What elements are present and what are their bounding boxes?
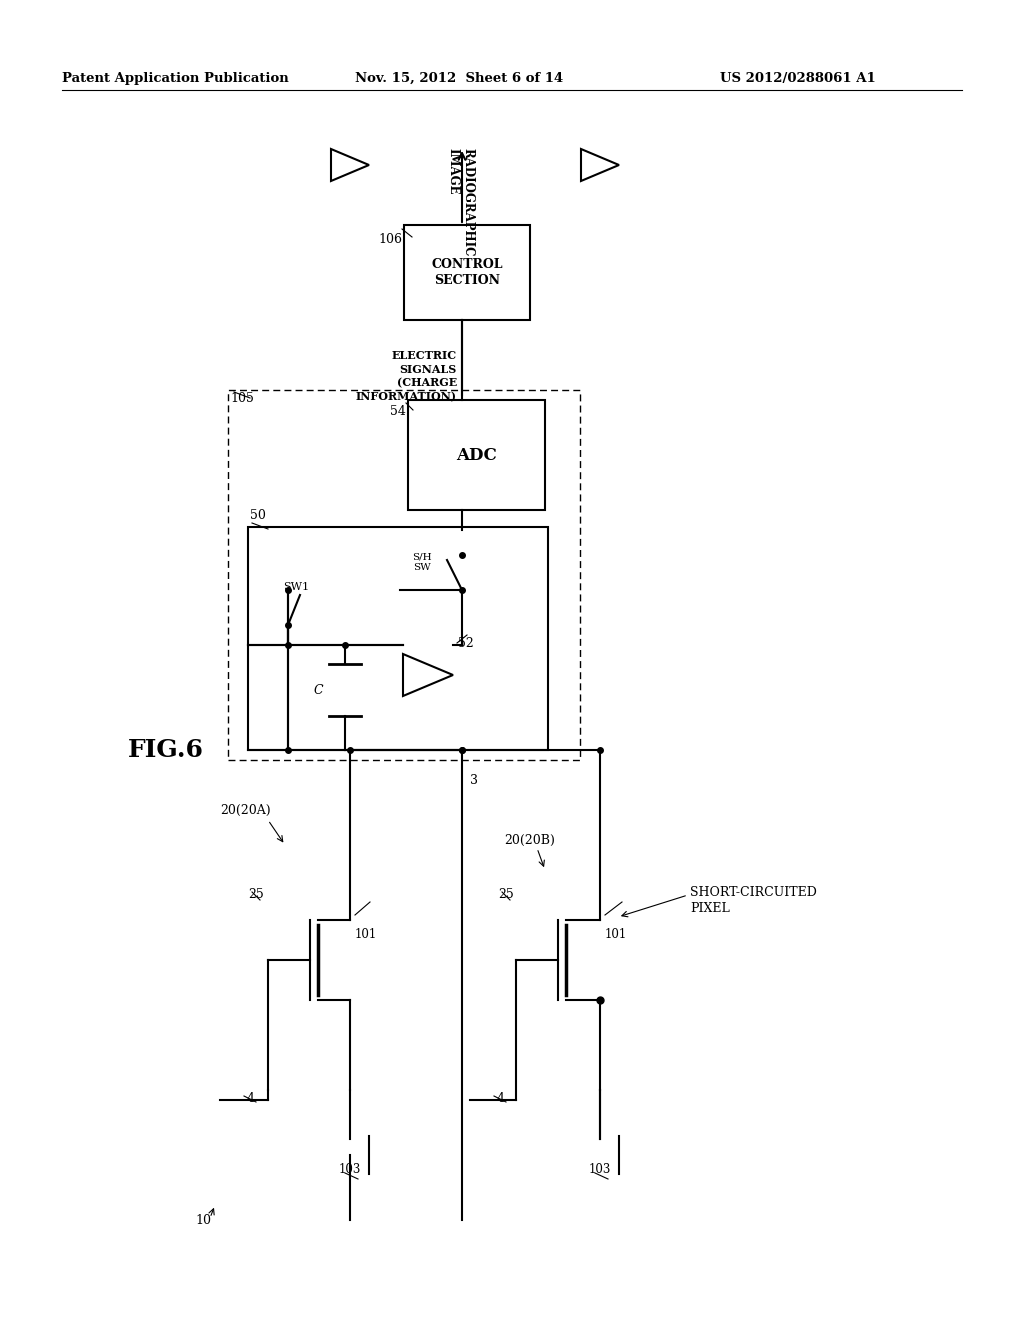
Bar (408, 400, 545, 510)
Text: ELECTRIC
SIGNALS
(CHARGE
INFORMATION): ELECTRIC SIGNALS (CHARGE INFORMATION) (356, 350, 457, 403)
Text: 25: 25 (498, 888, 514, 902)
Text: US 2012/0288061 A1: US 2012/0288061 A1 (720, 73, 876, 84)
Text: 25: 25 (248, 888, 264, 902)
Text: 101: 101 (605, 928, 628, 941)
Text: 20(20A): 20(20A) (220, 804, 270, 817)
Text: 4: 4 (247, 1092, 255, 1105)
Text: SW1: SW1 (283, 582, 309, 591)
Text: 3: 3 (470, 774, 478, 787)
Text: FIG.6: FIG.6 (128, 738, 204, 762)
Text: 105: 105 (230, 392, 254, 405)
Text: 52: 52 (458, 638, 474, 649)
Text: 103: 103 (589, 1163, 611, 1176)
Text: C: C (313, 684, 323, 697)
Text: ADC: ADC (456, 446, 497, 463)
Text: 50: 50 (250, 510, 266, 521)
Text: CONTROL
SECTION: CONTROL SECTION (431, 257, 503, 288)
Bar (228, 389, 580, 760)
Text: 101: 101 (355, 928, 377, 941)
Bar (248, 527, 548, 750)
Text: SHORT-CIRCUITED
PIXEL: SHORT-CIRCUITED PIXEL (690, 886, 817, 915)
Text: 106: 106 (378, 234, 402, 246)
Text: S/H
SW: S/H SW (413, 553, 432, 573)
Text: 10: 10 (195, 1213, 211, 1226)
Text: 4: 4 (497, 1092, 505, 1105)
Text: Patent Application Publication: Patent Application Publication (62, 73, 289, 84)
Text: 103: 103 (339, 1163, 361, 1176)
Text: 20(20B): 20(20B) (504, 833, 555, 846)
Text: RADIOGRAPHIC
IMAGE: RADIOGRAPHIC IMAGE (446, 148, 474, 256)
Bar (404, 224, 530, 319)
Text: 54: 54 (390, 405, 406, 418)
Text: Nov. 15, 2012  Sheet 6 of 14: Nov. 15, 2012 Sheet 6 of 14 (355, 73, 563, 84)
